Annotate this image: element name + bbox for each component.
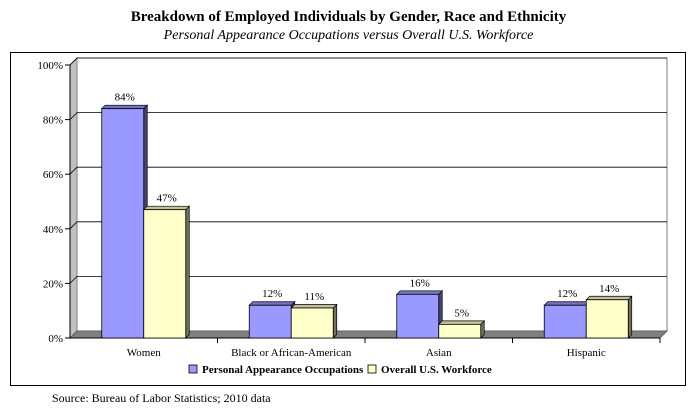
y-tick-label: 80% — [43, 115, 63, 127]
y-tick-label: 20% — [43, 278, 63, 290]
bar-overall-workforce — [438, 323, 482, 339]
data-label: 12% — [557, 288, 577, 300]
bar-top — [437, 320, 486, 325]
bar-personal-appearance — [248, 304, 292, 339]
gridline — [69, 57, 667, 66]
x-tick-label: Women — [127, 347, 161, 359]
bar-overall-workforce — [290, 307, 334, 339]
bar-top — [543, 301, 591, 306]
bar-top — [100, 104, 149, 110]
legend-swatch — [188, 364, 198, 374]
legend-swatch — [367, 364, 377, 374]
bar-side — [332, 303, 338, 339]
gridline — [69, 221, 667, 230]
x-tick-label: Hispanic — [567, 347, 606, 359]
chart-subtitle: Personal Appearance Occupations versus O… — [163, 28, 534, 43]
x-tick-label: Asian — [426, 347, 452, 359]
bar-personal-appearance — [543, 304, 587, 339]
chart-title: Breakdown of Employed Individuals by Gen… — [130, 9, 567, 25]
legend-label: Personal Appearance Occupations — [202, 364, 364, 376]
x-tick-label: Black or African-American — [231, 347, 352, 359]
gridline — [69, 112, 667, 120]
source-note: Source: Bureau of Labor Statistics; 2010… — [52, 391, 271, 405]
bar-personal-appearance — [396, 293, 440, 339]
y-tick-label: 100% — [37, 60, 63, 72]
y-tick-label: 40% — [43, 224, 63, 236]
data-label: 16% — [410, 277, 430, 289]
bar-top — [585, 295, 633, 301]
bar-side — [627, 295, 633, 339]
bar-personal-appearance — [101, 108, 145, 339]
bar-top — [248, 301, 296, 306]
data-label: 84% — [115, 92, 135, 104]
bar-side — [185, 205, 190, 339]
bar-overall-workforce — [585, 299, 629, 339]
data-label: 12% — [262, 288, 282, 300]
data-label: 11% — [304, 291, 324, 303]
bar-top — [142, 205, 191, 211]
data-label: 5% — [454, 307, 469, 319]
plot-side-wall — [69, 56, 78, 340]
bar-overall-workforce — [143, 209, 187, 339]
data-label: 14% — [599, 283, 619, 295]
chart-frame — [10, 52, 686, 386]
gridline — [69, 166, 667, 175]
bar-top — [395, 290, 444, 295]
y-tick-label: 0% — [48, 333, 63, 345]
y-tick-label: 60% — [43, 169, 63, 181]
gridline — [69, 275, 667, 284]
bar-top — [290, 304, 338, 309]
legend-label: Overall U.S. Workforce — [381, 364, 492, 376]
data-label: 47% — [157, 193, 177, 205]
